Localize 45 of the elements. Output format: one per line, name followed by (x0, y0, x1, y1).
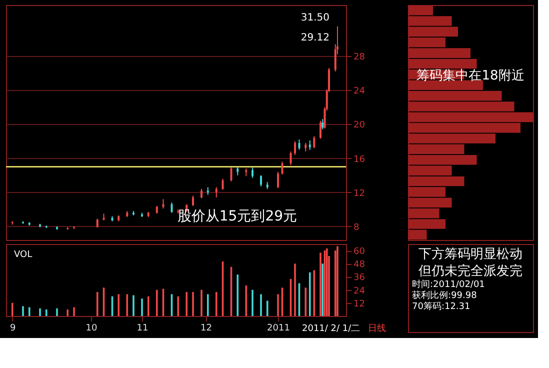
candlestick (277, 171, 279, 189)
candlestick (200, 188, 202, 199)
x-tick-label: 11 (136, 324, 148, 334)
annotation: VOL (14, 250, 32, 260)
x-tick-label: 2011 (267, 324, 290, 334)
annotation: 29.12 (300, 32, 330, 44)
y-tick-label: 16 (354, 154, 366, 165)
text: 2011/ 2/ 1/二 (302, 324, 360, 334)
x-tick-label: 10 (86, 324, 98, 334)
candlestick (294, 140, 296, 156)
y-tick-label: 48 (354, 260, 366, 270)
x-tick-label: 12 (200, 324, 212, 334)
text: 下方筹码明显松动 (418, 246, 522, 262)
y-tick-label: 36 (354, 273, 366, 284)
text: 日线 (368, 323, 386, 334)
y-tick-label: 24 (354, 86, 366, 97)
candlestick (162, 198, 164, 209)
y-tick-label: 24 (354, 286, 366, 296)
candlestick (320, 120, 322, 140)
candlestick (215, 186, 218, 198)
text: 获利比例:99.98 (412, 290, 478, 301)
text: 但仍未完全派发完 (418, 263, 522, 279)
y-tick-label: 12 (354, 299, 365, 310)
y-tick-label: 28 (354, 52, 366, 63)
candlestick (170, 202, 173, 214)
candlestick (222, 178, 224, 190)
y-tick-label: 8 (354, 222, 360, 233)
candlestick (230, 165, 232, 182)
candlestick (313, 136, 316, 149)
annotation: 股价从15元到29元 (177, 208, 298, 224)
y-tick-label: 20 (354, 120, 366, 131)
candlestick (322, 118, 324, 130)
candlestick (252, 167, 254, 178)
text: 时间:2011/02/01 (412, 279, 485, 290)
y-tick-label: 60 (354, 247, 366, 258)
y-tick-label: 12 (354, 188, 365, 199)
x-tick-label: 9 (10, 324, 16, 334)
annotation: 31.50 (300, 12, 330, 24)
candlestick (192, 195, 194, 206)
candlestick (260, 174, 262, 187)
candlestick (290, 150, 292, 166)
text: 70筹码:12.31 (412, 301, 470, 312)
candlestick (308, 140, 311, 150)
candlestick (298, 139, 300, 150)
candlestick (281, 161, 284, 175)
